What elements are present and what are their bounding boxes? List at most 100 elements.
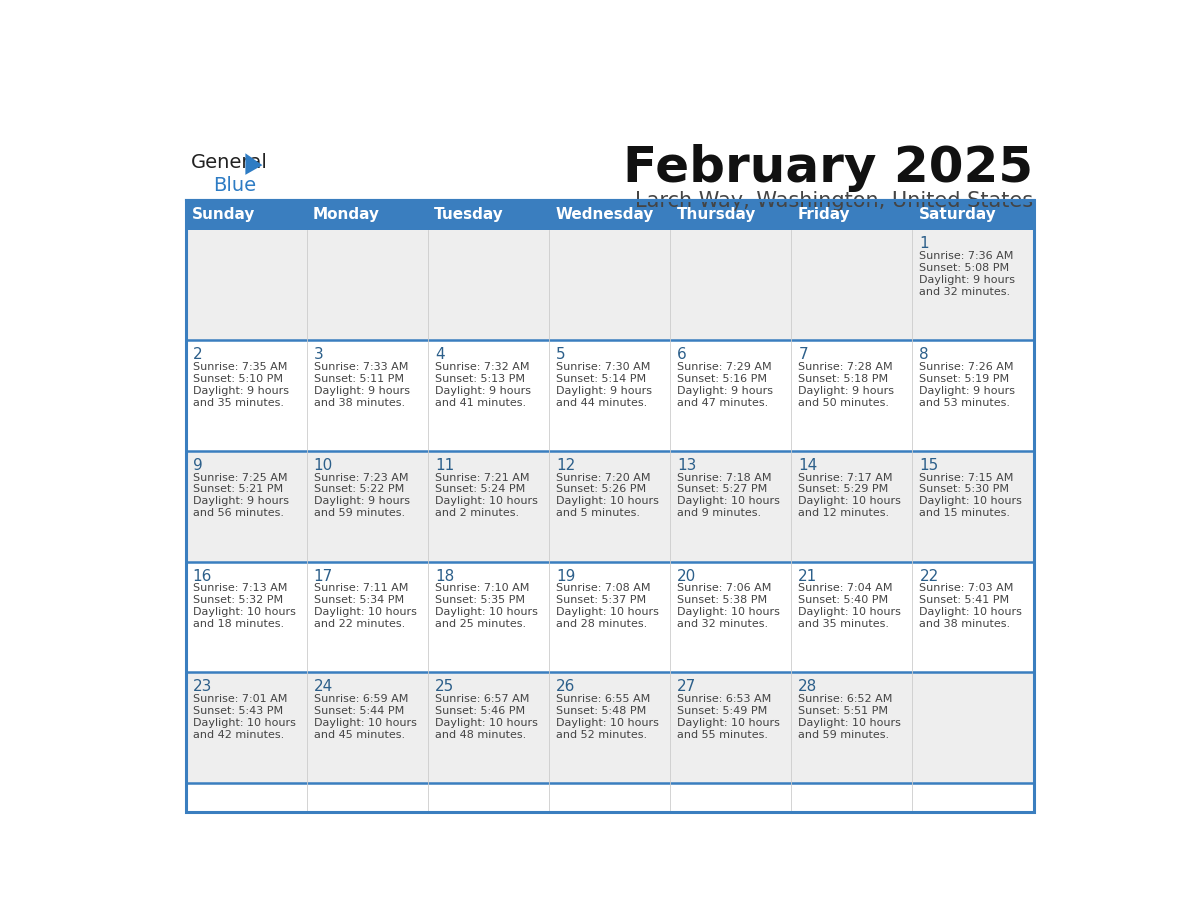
Text: Sunset: 5:32 PM: Sunset: 5:32 PM (192, 595, 283, 605)
Text: Sunrise: 7:08 AM: Sunrise: 7:08 AM (556, 583, 651, 593)
Text: Sunrise: 7:28 AM: Sunrise: 7:28 AM (798, 362, 893, 372)
Text: and 35 minutes.: and 35 minutes. (798, 619, 890, 629)
Text: and 44 minutes.: and 44 minutes. (556, 397, 647, 408)
Text: and 47 minutes.: and 47 minutes. (677, 397, 769, 408)
Text: Sunset: 5:08 PM: Sunset: 5:08 PM (920, 263, 1010, 273)
Text: 27: 27 (677, 679, 696, 694)
Bar (912, 451, 1034, 562)
Bar (185, 200, 307, 230)
Bar (185, 230, 307, 341)
Text: Sunrise: 7:06 AM: Sunrise: 7:06 AM (677, 583, 771, 593)
Text: and 59 minutes.: and 59 minutes. (798, 730, 890, 740)
Text: Sunday: Sunday (192, 207, 255, 222)
Text: Daylight: 9 hours: Daylight: 9 hours (192, 386, 289, 396)
Text: Daylight: 10 hours: Daylight: 10 hours (798, 607, 902, 617)
Bar (185, 200, 1034, 812)
Bar (670, 562, 791, 672)
Text: Sunset: 5:24 PM: Sunset: 5:24 PM (435, 485, 525, 495)
Bar (912, 672, 1034, 783)
Text: and 2 minutes.: and 2 minutes. (435, 509, 519, 519)
Text: 2: 2 (192, 347, 202, 363)
Bar (428, 562, 549, 672)
Text: Daylight: 9 hours: Daylight: 9 hours (556, 386, 652, 396)
Text: 3: 3 (314, 347, 323, 363)
Text: Sunset: 5:48 PM: Sunset: 5:48 PM (556, 706, 646, 716)
Text: Tuesday: Tuesday (434, 207, 504, 222)
Bar (912, 341, 1034, 451)
Text: Sunset: 5:38 PM: Sunset: 5:38 PM (677, 595, 767, 605)
Bar (185, 341, 307, 451)
Text: Sunrise: 7:17 AM: Sunrise: 7:17 AM (798, 473, 893, 483)
Bar (428, 200, 549, 230)
Bar (670, 230, 791, 341)
Text: 12: 12 (556, 458, 575, 473)
Bar (791, 562, 912, 672)
Text: 6: 6 (677, 347, 687, 363)
Bar (549, 672, 670, 783)
Bar (428, 451, 549, 562)
Text: Sunrise: 6:53 AM: Sunrise: 6:53 AM (677, 694, 771, 704)
Text: Monday: Monday (312, 207, 380, 222)
Text: Sunset: 5:34 PM: Sunset: 5:34 PM (314, 595, 404, 605)
Text: 25: 25 (435, 679, 454, 694)
Text: and 38 minutes.: and 38 minutes. (314, 397, 405, 408)
Bar (307, 672, 428, 783)
Bar (307, 562, 428, 672)
Text: 8: 8 (920, 347, 929, 363)
Text: Sunrise: 7:11 AM: Sunrise: 7:11 AM (314, 583, 409, 593)
Text: Sunset: 5:11 PM: Sunset: 5:11 PM (314, 374, 404, 384)
Text: Sunset: 5:27 PM: Sunset: 5:27 PM (677, 485, 767, 495)
Text: Daylight: 10 hours: Daylight: 10 hours (556, 497, 659, 507)
Text: Sunset: 5:13 PM: Sunset: 5:13 PM (435, 374, 525, 384)
Text: Sunrise: 7:10 AM: Sunrise: 7:10 AM (435, 583, 530, 593)
Text: Sunrise: 6:59 AM: Sunrise: 6:59 AM (314, 694, 409, 704)
Text: Sunset: 5:40 PM: Sunset: 5:40 PM (798, 595, 889, 605)
Text: Daylight: 10 hours: Daylight: 10 hours (314, 607, 417, 617)
Text: 19: 19 (556, 568, 575, 584)
Text: Sunset: 5:51 PM: Sunset: 5:51 PM (798, 706, 889, 716)
Text: 24: 24 (314, 679, 333, 694)
Text: Sunrise: 6:52 AM: Sunrise: 6:52 AM (798, 694, 892, 704)
Bar (670, 200, 791, 230)
Text: 23: 23 (192, 679, 211, 694)
Text: and 32 minutes.: and 32 minutes. (920, 286, 1011, 297)
Text: and 53 minutes.: and 53 minutes. (920, 397, 1011, 408)
Text: Daylight: 9 hours: Daylight: 9 hours (314, 497, 410, 507)
Text: Daylight: 9 hours: Daylight: 9 hours (677, 386, 773, 396)
Text: Daylight: 10 hours: Daylight: 10 hours (435, 607, 538, 617)
Text: Sunrise: 7:35 AM: Sunrise: 7:35 AM (192, 362, 287, 372)
Text: Daylight: 10 hours: Daylight: 10 hours (920, 607, 1023, 617)
Text: Sunset: 5:16 PM: Sunset: 5:16 PM (677, 374, 767, 384)
Text: 22: 22 (920, 568, 939, 584)
Text: Sunrise: 7:03 AM: Sunrise: 7:03 AM (920, 583, 1013, 593)
Bar (791, 230, 912, 341)
Text: Sunrise: 7:26 AM: Sunrise: 7:26 AM (920, 362, 1013, 372)
Bar (670, 672, 791, 783)
Text: 21: 21 (798, 568, 817, 584)
Text: 20: 20 (677, 568, 696, 584)
Text: Sunset: 5:26 PM: Sunset: 5:26 PM (556, 485, 646, 495)
Text: Sunset: 5:43 PM: Sunset: 5:43 PM (192, 706, 283, 716)
Text: Daylight: 10 hours: Daylight: 10 hours (435, 497, 538, 507)
Text: Sunset: 5:37 PM: Sunset: 5:37 PM (556, 595, 646, 605)
Text: Daylight: 9 hours: Daylight: 9 hours (192, 497, 289, 507)
Text: Blue: Blue (213, 175, 255, 195)
Text: 13: 13 (677, 458, 696, 473)
Text: General: General (191, 152, 268, 172)
Bar (428, 341, 549, 451)
Text: and 48 minutes.: and 48 minutes. (435, 730, 526, 740)
Text: February 2025: February 2025 (624, 144, 1034, 192)
Text: Larch Way, Washington, United States: Larch Way, Washington, United States (636, 191, 1034, 211)
Text: Sunrise: 6:55 AM: Sunrise: 6:55 AM (556, 694, 650, 704)
Text: and 32 minutes.: and 32 minutes. (677, 619, 769, 629)
Bar (549, 562, 670, 672)
Text: and 18 minutes.: and 18 minutes. (192, 619, 284, 629)
Text: Sunset: 5:29 PM: Sunset: 5:29 PM (798, 485, 889, 495)
Text: and 45 minutes.: and 45 minutes. (314, 730, 405, 740)
Text: and 38 minutes.: and 38 minutes. (920, 619, 1011, 629)
Text: Friday: Friday (797, 207, 851, 222)
Text: Wednesday: Wednesday (555, 207, 653, 222)
Text: Thursday: Thursday (676, 207, 756, 222)
Bar (185, 562, 307, 672)
Text: 7: 7 (798, 347, 808, 363)
